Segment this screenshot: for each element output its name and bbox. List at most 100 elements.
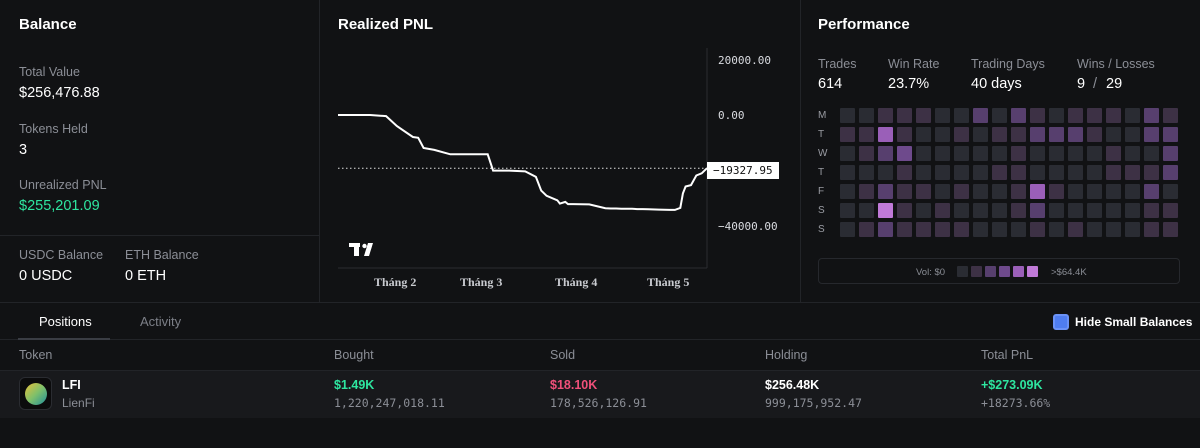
heatmap-cell[interactable] (1068, 203, 1083, 218)
heatmap-cell[interactable] (1125, 146, 1140, 161)
heatmap-cell[interactable] (973, 146, 988, 161)
heatmap-cell[interactable] (992, 184, 1007, 199)
heatmap-cell[interactable] (935, 127, 950, 142)
heatmap-cell[interactable] (1087, 203, 1102, 218)
heatmap-cell[interactable] (916, 222, 931, 237)
heatmap-cell[interactable] (1068, 222, 1083, 237)
heatmap-cell[interactable] (840, 108, 855, 123)
tradingview-logo-icon[interactable] (349, 241, 381, 257)
heatmap-cell[interactable] (859, 146, 874, 161)
tab-positions[interactable]: Positions (39, 314, 92, 329)
heatmap-cell[interactable] (859, 222, 874, 237)
pnl-chart[interactable] (321, 0, 801, 302)
heatmap-cell[interactable] (954, 108, 969, 123)
heatmap-cell[interactable] (954, 222, 969, 237)
table-row[interactable] (0, 370, 1200, 418)
heatmap-cell[interactable] (878, 203, 893, 218)
heatmap-cell[interactable] (1049, 146, 1064, 161)
heatmap-cell[interactable] (1106, 203, 1121, 218)
heatmap-cell[interactable] (1163, 222, 1178, 237)
heatmap-cell[interactable] (992, 108, 1007, 123)
heatmap-cell[interactable] (954, 127, 969, 142)
hide-small-balances-label[interactable]: Hide Small Balances (1075, 315, 1193, 329)
heatmap-cell[interactable] (1011, 203, 1026, 218)
heatmap-cell[interactable] (859, 203, 874, 218)
heatmap-cell[interactable] (992, 203, 1007, 218)
tab-activity[interactable]: Activity (140, 314, 182, 329)
heatmap-cell[interactable] (1106, 127, 1121, 142)
heatmap-cell[interactable] (1106, 184, 1121, 199)
column-header-total-pnl[interactable]: Total PnL (981, 348, 1034, 362)
heatmap-cell[interactable] (840, 146, 855, 161)
heatmap-cell[interactable] (1106, 108, 1121, 123)
heatmap-cell[interactable] (1106, 222, 1121, 237)
heatmap-cell[interactable] (1049, 165, 1064, 180)
heatmap-cell[interactable] (992, 165, 1007, 180)
heatmap-cell[interactable] (1144, 222, 1159, 237)
heatmap-cell[interactable] (859, 127, 874, 142)
heatmap-cell[interactable] (973, 222, 988, 237)
heatmap-cell[interactable] (878, 108, 893, 123)
heatmap-cell[interactable] (916, 165, 931, 180)
heatmap-cell[interactable] (1144, 203, 1159, 218)
heatmap-cell[interactable] (973, 184, 988, 199)
heatmap-cell[interactable] (973, 127, 988, 142)
heatmap-cell[interactable] (1163, 108, 1178, 123)
column-header-sold[interactable]: Sold (550, 348, 576, 362)
heatmap-cell[interactable] (973, 165, 988, 180)
heatmap-cell[interactable] (1144, 146, 1159, 161)
heatmap-cell[interactable] (878, 222, 893, 237)
heatmap-cell[interactable] (859, 165, 874, 180)
heatmap-cell[interactable] (1144, 184, 1159, 199)
heatmap-cell[interactable] (935, 165, 950, 180)
heatmap-cell[interactable] (878, 184, 893, 199)
heatmap-cell[interactable] (1125, 222, 1140, 237)
column-header-token[interactable]: Token (19, 348, 53, 362)
heatmap-cell[interactable] (840, 222, 855, 237)
heatmap-cell[interactable] (1030, 184, 1045, 199)
heatmap-cell[interactable] (954, 165, 969, 180)
heatmap-cell[interactable] (840, 127, 855, 142)
heatmap-cell[interactable] (878, 127, 893, 142)
heatmap-cell[interactable] (1163, 165, 1178, 180)
heatmap-cell[interactable] (1125, 108, 1140, 123)
heatmap-cell[interactable] (1144, 165, 1159, 180)
heatmap-cell[interactable] (1068, 184, 1083, 199)
heatmap-cell[interactable] (954, 184, 969, 199)
column-header-holding[interactable]: Holding (765, 348, 808, 362)
heatmap-cell[interactable] (973, 203, 988, 218)
heatmap-cell[interactable] (1068, 146, 1083, 161)
heatmap-cell[interactable] (916, 203, 931, 218)
heatmap-cell[interactable] (1163, 203, 1178, 218)
heatmap-cell[interactable] (992, 127, 1007, 142)
heatmap-cell[interactable] (916, 127, 931, 142)
heatmap-cell[interactable] (973, 108, 988, 123)
heatmap-cell[interactable] (1011, 222, 1026, 237)
heatmap-cell[interactable] (992, 146, 1007, 161)
heatmap-cell[interactable] (1125, 203, 1140, 218)
heatmap-cell[interactable] (1011, 127, 1026, 142)
heatmap-cell[interactable] (1087, 127, 1102, 142)
heatmap-cell[interactable] (1049, 203, 1064, 218)
heatmap-cell[interactable] (859, 108, 874, 123)
heatmap-cell[interactable] (935, 146, 950, 161)
heatmap-cell[interactable] (1106, 165, 1121, 180)
heatmap-cell[interactable] (935, 203, 950, 218)
heatmap-cell[interactable] (1125, 184, 1140, 199)
heatmap-cell[interactable] (897, 165, 912, 180)
heatmap-cell[interactable] (897, 203, 912, 218)
heatmap-cell[interactable] (1049, 184, 1064, 199)
heatmap-cell[interactable] (1125, 165, 1140, 180)
heatmap-cell[interactable] (954, 203, 969, 218)
heatmap-cell[interactable] (897, 184, 912, 199)
heatmap-cell[interactable] (1030, 203, 1045, 218)
heatmap-cell[interactable] (897, 222, 912, 237)
heatmap-cell[interactable] (954, 146, 969, 161)
heatmap-cell[interactable] (1163, 146, 1178, 161)
heatmap-cell[interactable] (1106, 146, 1121, 161)
heatmap-cell[interactable] (1011, 146, 1026, 161)
heatmap-cell[interactable] (840, 165, 855, 180)
heatmap-cell[interactable] (840, 203, 855, 218)
heatmap-cell[interactable] (1087, 165, 1102, 180)
heatmap-cell[interactable] (1030, 165, 1045, 180)
